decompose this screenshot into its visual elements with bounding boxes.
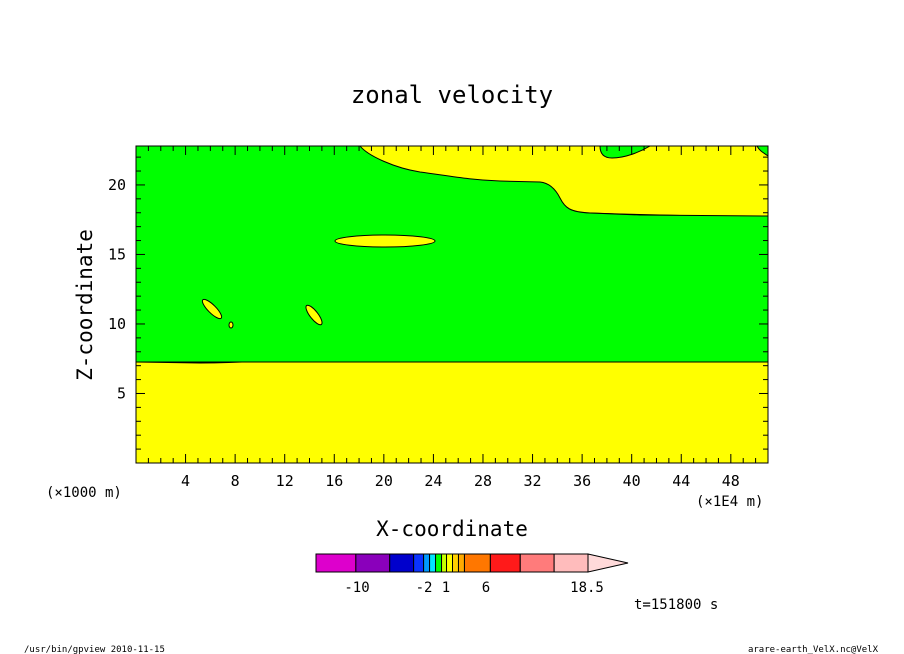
colorbar-swatch [429,553,437,573]
plot-frame [135,145,769,464]
x-axis-label: X-coordinate [376,517,528,541]
x-tick-label: 24 [424,472,442,490]
y-tick-label: 10 [108,315,126,333]
x-tick-label: 40 [623,472,641,490]
x-tick-label: 12 [276,472,294,490]
x-tick-label: 4 [181,472,190,490]
colorbar-swatch [463,553,491,573]
colorbar: -10 -2 1 6 18.5 [315,553,629,596]
x-tick-label: 28 [474,472,492,490]
y-tick-label: 15 [108,245,126,263]
colorbar-swatch [441,553,448,573]
colorbar-swatch [446,553,453,573]
yellow-dot [228,321,234,329]
x-tick-label: 8 [231,472,240,490]
colorbar-swatch [413,553,425,573]
colorbar-tick-label: -2 [416,580,433,596]
colorbar-swatch [519,553,555,573]
footer-left: /usr/bin/gpview 2010-11-15 [24,645,165,654]
colorbar-extend-arrow [587,553,629,573]
x-tick-label: 16 [325,472,343,490]
chart-title: zonal velocity [351,81,553,109]
colorbar-swatch [457,553,465,573]
x-tick-label: 20 [375,472,393,490]
colorbar-tick-label: 1 [442,580,450,596]
top-right-corner-patch [756,146,768,157]
x-unit-label: (×1000 m) [46,485,122,501]
yellow-blob-left [201,298,223,320]
colorbar-swatch [423,553,431,573]
colorbar-tick-label: 18.5 [570,580,604,596]
colorbar-swatch [553,553,589,573]
x-tick-label: 44 [672,472,690,490]
colorbar-tick-label: 6 [482,580,490,596]
x-tick-label: 32 [524,472,542,490]
x-tick-label: 48 [722,472,740,490]
y-axis-label: Z-coordinate [73,229,97,381]
time-annotation: t=151800 s [634,597,718,613]
footer-right: arare-earth_VelX.nc@VelX [748,645,879,654]
y-tick-label: 20 [108,176,126,194]
colorbar-swatch [451,553,459,573]
colorbar-swatch [355,553,391,573]
y-tick-label: 5 [117,384,126,402]
colorbar-swatch [435,553,443,573]
upper-green-region [136,146,768,363]
colorbar-swatch [315,553,357,573]
x-tick-label: 36 [573,472,591,490]
yellow-blob-mid [305,304,323,326]
colorbar-swatch [389,553,415,573]
yellow-blob-center [334,234,436,248]
colorbar-tick-label: -10 [344,580,369,596]
colorbar-swatch [489,553,521,573]
x-scale-note: (×1E4 m) [696,494,763,510]
